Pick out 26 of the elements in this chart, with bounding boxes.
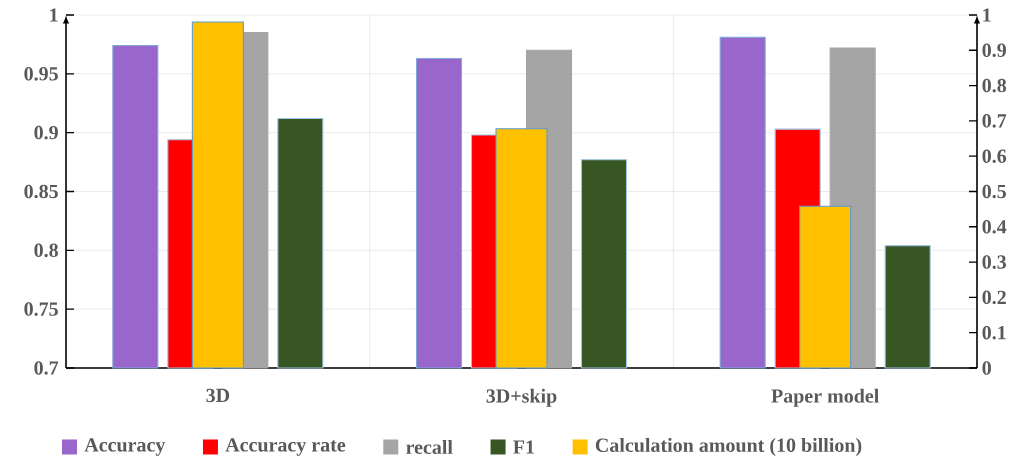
y2-tick-label: 0.2 [982,290,1006,305]
y2-tick-label: 0.5 [982,184,1006,199]
y2-tick-label: 0.9 [982,43,1006,58]
y-tick-label: 0.8 [34,243,58,258]
y2-tick-label: 0.7 [982,114,1007,128]
y2-tick-label: 0.3 [982,255,1007,269]
y-tick-label: 1 [50,8,58,22]
x-tick-label: 3D [206,388,230,403]
x-tick-label: Paper model [771,388,879,407]
legend-label: F1 [513,440,535,454]
y-tick-label: 0.9 [34,125,58,140]
legend-label: Accuracy [84,438,166,456]
x-tick-label: 3D+skip [486,388,557,407]
legend-label: recall [406,439,453,455]
y2-tick-label: 0 [982,361,991,375]
y2-tick-label: 0.1 [982,325,1006,340]
y-tick-label: 0.7 [34,361,59,375]
y-tick-label: 0.95 [24,67,58,81]
y2-tick-label: 0.8 [982,78,1007,93]
y2-tick-label: 1 [983,8,991,22]
y-tick-label: 0.85 [24,184,58,199]
y-tick-label: 0.75 [24,302,58,316]
y2-tick-label: 0.4 [982,220,1007,234]
y2-tick-label: 0.6 [982,149,1007,163]
legend-label: Accuracy rate [225,438,346,456]
legend-label: Calculation amount (10 billion) [595,437,862,457]
